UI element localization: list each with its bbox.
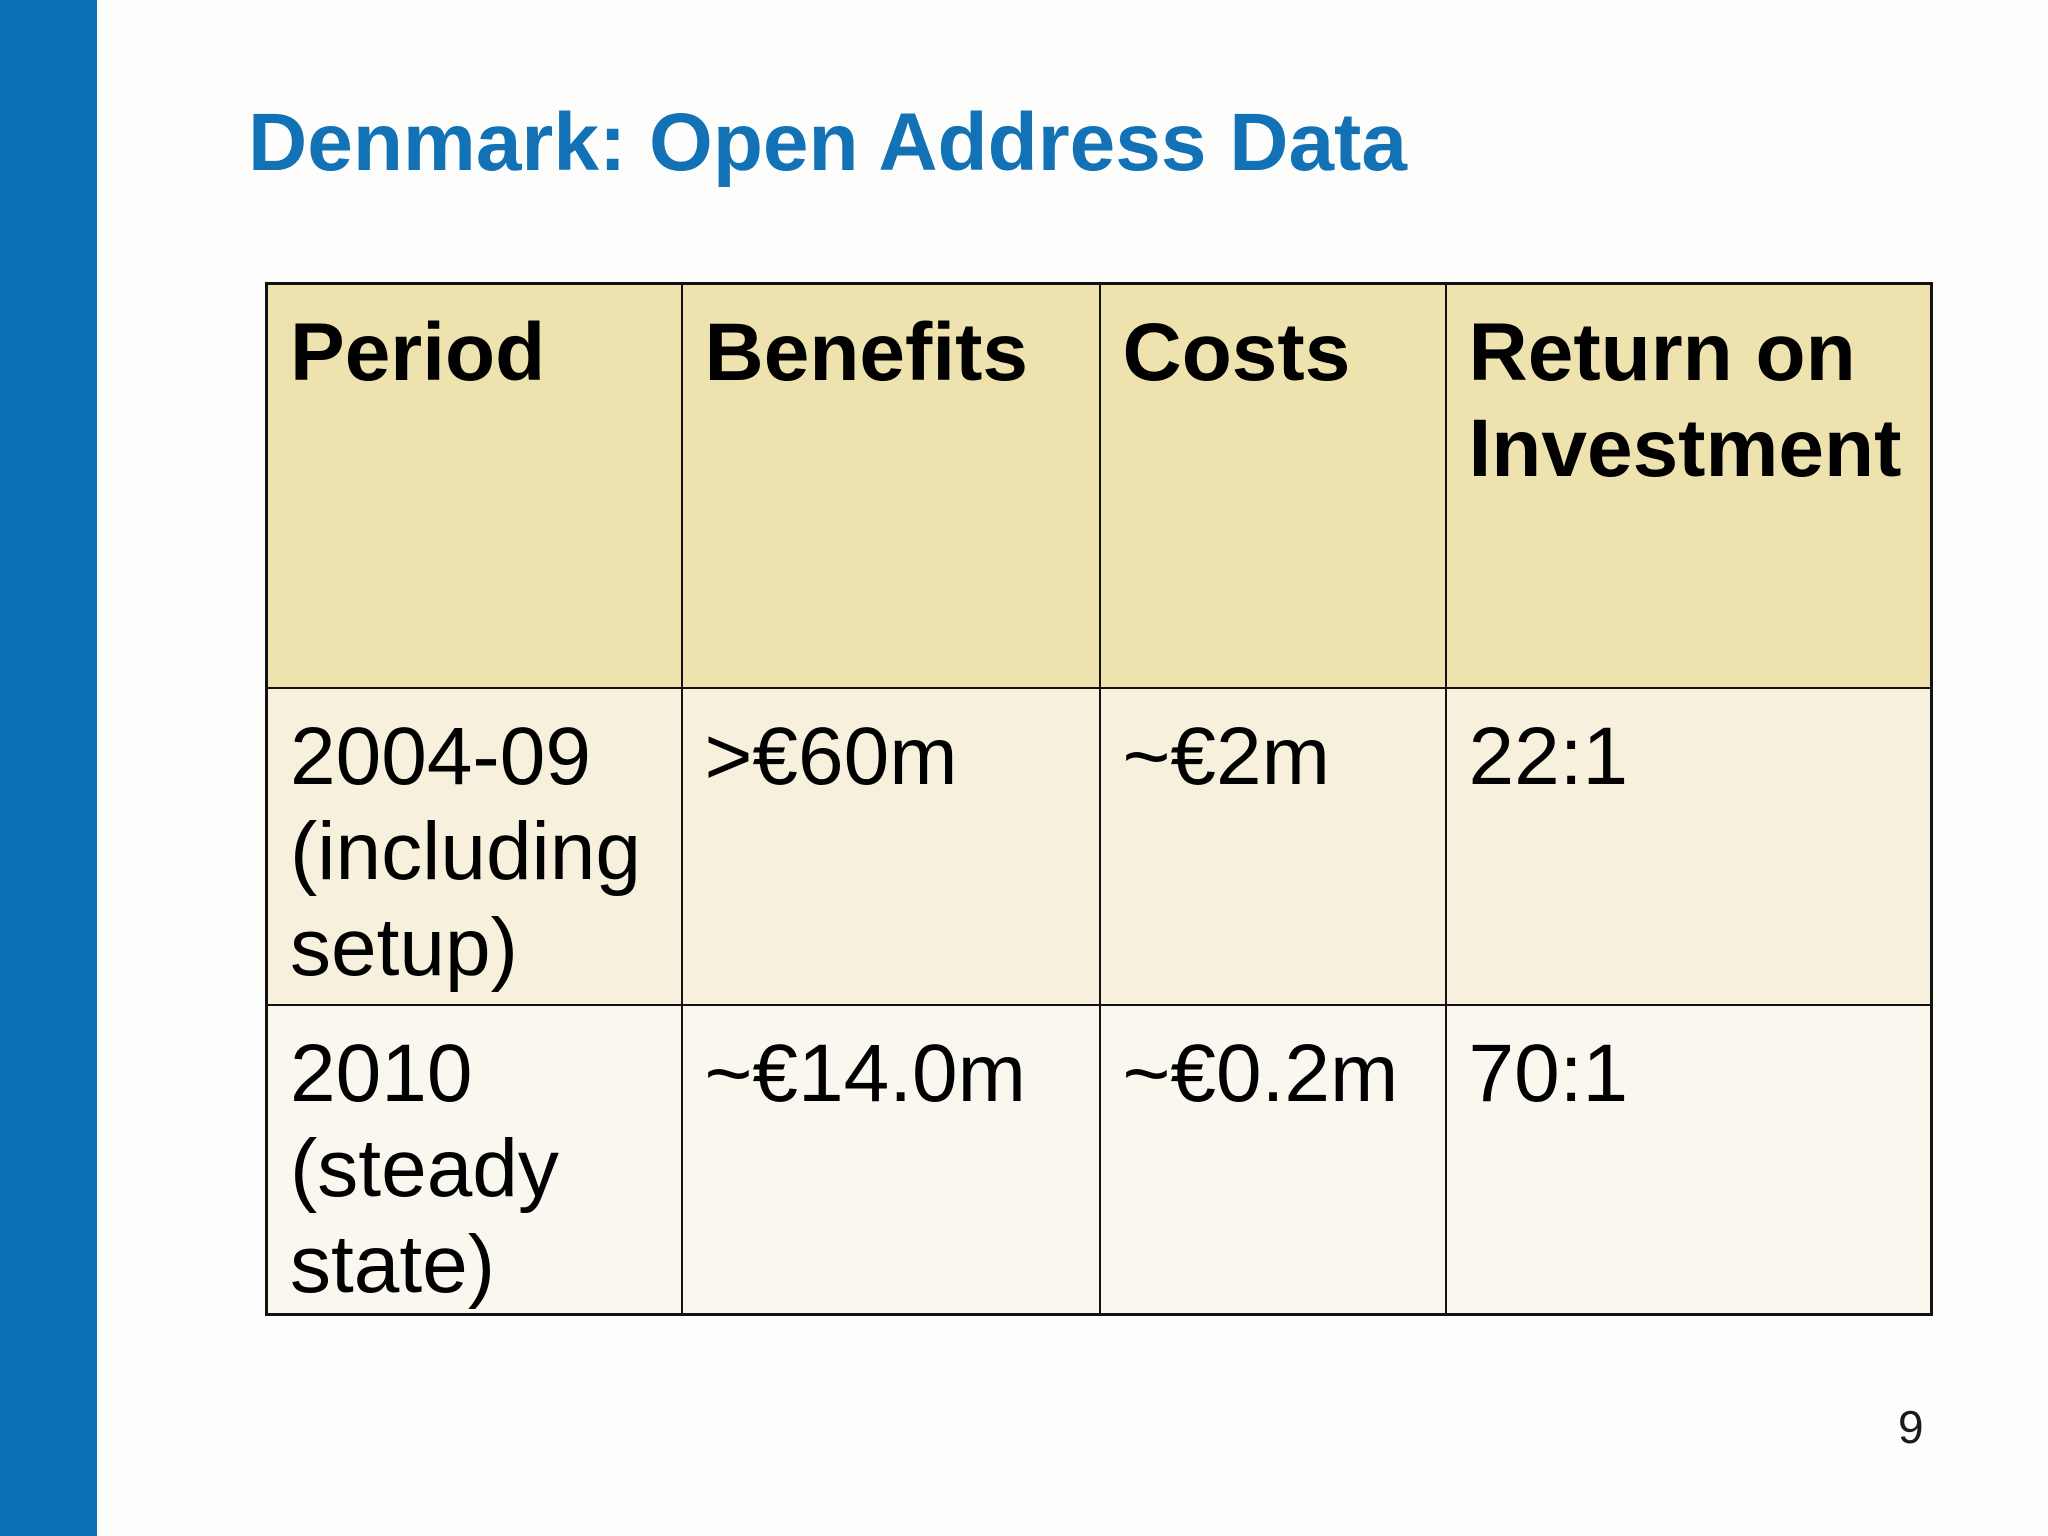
table-row: 2004-09 (including setup) >€60m ~€2m 22:… xyxy=(265,686,1933,1006)
header-costs: Costs xyxy=(1098,282,1447,689)
header-benefits: Benefits xyxy=(680,282,1101,689)
header-period: Period xyxy=(265,282,683,689)
cell-costs-2010: ~€0.2m xyxy=(1098,1003,1447,1316)
header-return-on-investment: Return on Investment xyxy=(1444,282,1933,689)
slide-title: Denmark: Open Address Data xyxy=(248,97,1407,188)
left-accent-bar xyxy=(0,0,97,1536)
page-number: 9 xyxy=(1898,1401,1924,1453)
cell-roi-2010: 70:1 xyxy=(1444,1003,1933,1316)
cell-roi-2004-09: 22:1 xyxy=(1444,686,1933,1006)
cell-benefits-2010: ~€14.0m xyxy=(680,1003,1101,1316)
cell-benefits-2004-09: >€60m xyxy=(680,686,1101,1006)
cell-period-2004-09: 2004-09 (including setup) xyxy=(265,686,683,1006)
cell-period-2010: 2010 (steady state) xyxy=(265,1003,683,1316)
cell-costs-2004-09: ~€2m xyxy=(1098,686,1447,1006)
roi-table: Period Benefits Costs Return on Investme… xyxy=(265,282,1933,1317)
table-header-row: Period Benefits Costs Return on Investme… xyxy=(265,282,1933,689)
table-row: 2010 (steady state) ~€14.0m ~€0.2m 70:1 xyxy=(265,1003,1933,1316)
